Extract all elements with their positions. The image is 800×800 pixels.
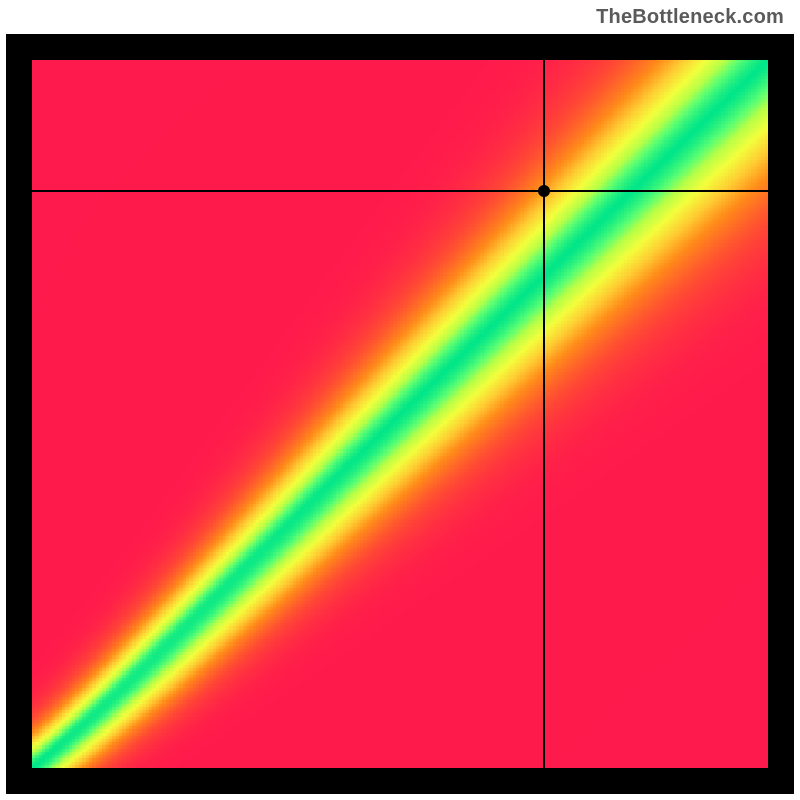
heatmap-canvas xyxy=(32,60,768,768)
crosshair-horizontal xyxy=(32,190,768,192)
attribution-label: TheBottleneck.com xyxy=(596,6,784,29)
crosshair-vertical xyxy=(543,60,545,768)
crosshair-dot xyxy=(538,185,550,197)
chart-container: TheBottleneck.com xyxy=(0,0,800,800)
